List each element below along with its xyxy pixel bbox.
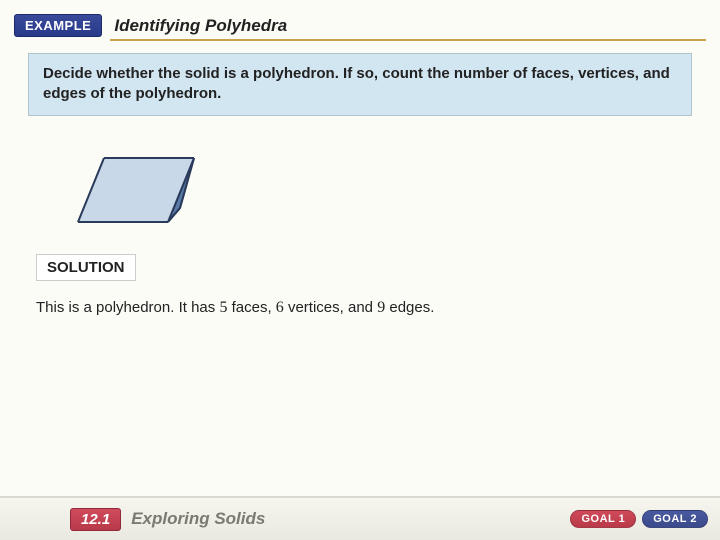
section-title: Exploring Solids [131, 509, 265, 529]
vertices-count: 6 [276, 299, 284, 316]
edges-word: edges. [385, 299, 434, 316]
instruction-box: Decide whether the solid is a polyhedron… [28, 53, 692, 116]
goal-1-badge[interactable]: GOAL 1 [570, 510, 636, 528]
solution-prefix: This is a polyhedron. It has [36, 299, 219, 316]
goal-2-badge[interactable]: GOAL 2 [642, 510, 708, 528]
title-rule [110, 39, 706, 41]
section-number-badge: 12.1 [70, 508, 121, 531]
faces-word: faces, [227, 299, 275, 316]
edges-count: 9 [377, 299, 385, 316]
solution-label: SOLUTION [36, 254, 136, 281]
vertices-word: vertices, and [284, 299, 377, 316]
example-badge: EXAMPLE [14, 14, 102, 37]
solution-text: This is a polyhedron. It has 5 faces, 6 … [36, 299, 720, 317]
page-title: Identifying Polyhedra [114, 16, 287, 36]
footer-bar: 12.1 Exploring Solids GOAL 1 GOAL 2 [0, 496, 720, 540]
prism-figure [56, 140, 206, 230]
